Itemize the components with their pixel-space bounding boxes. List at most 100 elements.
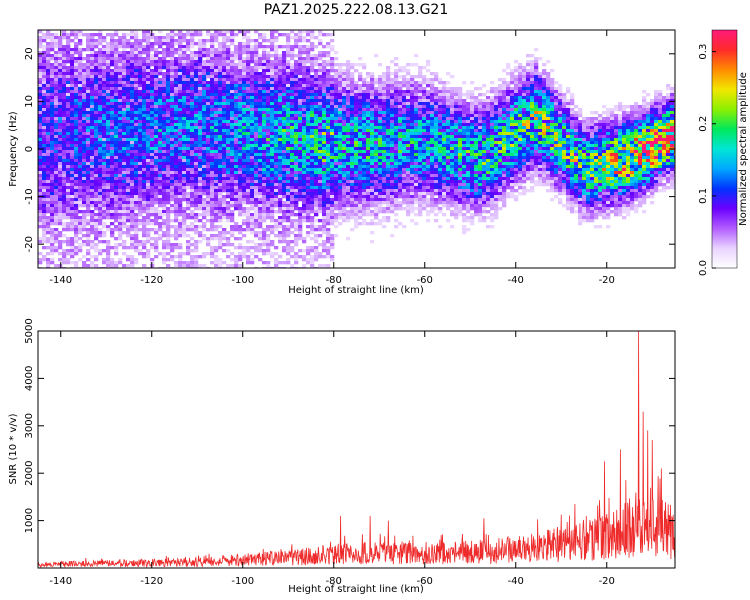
heatmap-cell	[206, 147, 211, 151]
heatmap-cell	[234, 195, 239, 199]
heatmap-cell	[310, 156, 315, 160]
heatmap-cell	[150, 87, 155, 91]
heatmap-cell	[114, 264, 119, 268]
heatmap-cell	[90, 60, 95, 64]
heatmap-cell	[106, 225, 111, 229]
heatmap-cell	[194, 96, 199, 100]
heatmap-cell	[290, 195, 295, 199]
heatmap-cell	[182, 189, 187, 193]
heatmap-cell	[126, 42, 131, 46]
heatmap-cell	[62, 165, 67, 169]
heatmap-cell	[302, 105, 307, 109]
heatmap-cell	[206, 93, 211, 97]
heatmap-cell	[62, 147, 67, 151]
heatmap-cell	[106, 264, 111, 268]
heatmap-cell	[226, 183, 231, 187]
heatmap-cell	[210, 102, 215, 106]
heatmap-cell	[246, 255, 251, 259]
heatmap-cell	[174, 138, 179, 142]
heatmap-cell	[134, 156, 139, 160]
heatmap-cell	[122, 222, 127, 226]
heatmap-cell	[214, 69, 219, 73]
heatmap-cell	[146, 45, 151, 49]
heatmap-cell	[42, 36, 47, 40]
heatmap-cell	[126, 102, 131, 106]
heatmap-cell	[202, 147, 207, 151]
heatmap-cell	[230, 120, 235, 124]
heatmap-cell	[154, 102, 159, 106]
heatmap-cell	[146, 204, 151, 208]
heatmap-cell	[286, 84, 291, 88]
heatmap-cell	[306, 123, 311, 127]
heatmap-cell	[170, 153, 175, 157]
heatmap-cell	[138, 117, 143, 121]
heatmap-cell	[250, 198, 255, 202]
heatmap-cell	[46, 261, 51, 265]
heatmap-cell	[206, 156, 211, 160]
heatmap-cell	[198, 171, 203, 175]
heatmap-cell	[90, 126, 95, 130]
heatmap-cell	[38, 216, 43, 220]
heatmap-cell	[298, 195, 303, 199]
heatmap-cell	[314, 153, 319, 157]
heatmap-cell	[74, 102, 79, 106]
heatmap-cell	[206, 75, 211, 79]
heatmap-cell	[102, 183, 107, 187]
heatmap-cell	[42, 198, 47, 202]
heatmap-cell	[182, 126, 187, 130]
heatmap-cell	[194, 183, 199, 187]
heatmap-cell	[286, 183, 291, 187]
heatmap-cell	[38, 156, 43, 160]
heatmap-cell	[250, 102, 255, 106]
heatmap-cell	[318, 207, 323, 211]
heatmap-cell	[102, 117, 107, 121]
heatmap-cell	[158, 210, 163, 214]
heatmap-cell	[282, 129, 287, 133]
heatmap-cell	[222, 42, 227, 46]
heatmap-cell	[74, 141, 79, 145]
heatmap-cell	[126, 192, 131, 196]
heatmap-cell	[154, 138, 159, 142]
heatmap-cell	[294, 168, 299, 172]
heatmap-cell	[74, 231, 79, 235]
heatmap-cell	[286, 219, 291, 223]
heatmap-cell	[50, 237, 55, 241]
heatmap-cell	[274, 102, 279, 106]
heatmap-cell	[214, 204, 219, 208]
heatmap-cell	[134, 249, 139, 253]
heatmap-cell	[102, 249, 107, 253]
heatmap-cell	[166, 48, 171, 52]
heatmap-cell	[250, 147, 255, 151]
heatmap-cell	[234, 228, 239, 232]
heatmap-cell	[46, 186, 51, 190]
heatmap-cell	[74, 153, 79, 157]
heatmap-cell	[246, 180, 251, 184]
heatmap-cell	[42, 87, 47, 91]
heatmap-cell	[150, 42, 155, 46]
heatmap-cell	[298, 249, 303, 253]
heatmap-cell	[302, 123, 307, 127]
heatmap-cell	[218, 69, 223, 73]
heatmap-cell	[226, 111, 231, 115]
heatmap-cell	[138, 102, 143, 106]
heatmap-cell	[202, 222, 207, 226]
heatmap-cell	[222, 210, 227, 214]
heatmap-cell	[286, 126, 291, 130]
heatmap-cell	[282, 66, 287, 70]
heatmap-cell	[290, 132, 295, 136]
heatmap-cell	[318, 93, 323, 97]
heatmap-cell	[50, 222, 55, 226]
heatmap-cell	[134, 111, 139, 115]
heatmap-cell	[118, 243, 123, 247]
heatmap-cell	[134, 78, 139, 82]
heatmap-cell	[274, 246, 279, 250]
heatmap-cell	[262, 159, 267, 163]
heatmap-cell	[158, 252, 163, 256]
heatmap-cell	[222, 132, 227, 136]
heatmap-cell	[146, 81, 151, 85]
heatmap-cell	[294, 105, 299, 109]
heatmap-cell	[306, 258, 311, 262]
heatmap-cell	[138, 159, 143, 163]
heatmap-cell	[54, 159, 59, 163]
heatmap-cell	[182, 96, 187, 100]
